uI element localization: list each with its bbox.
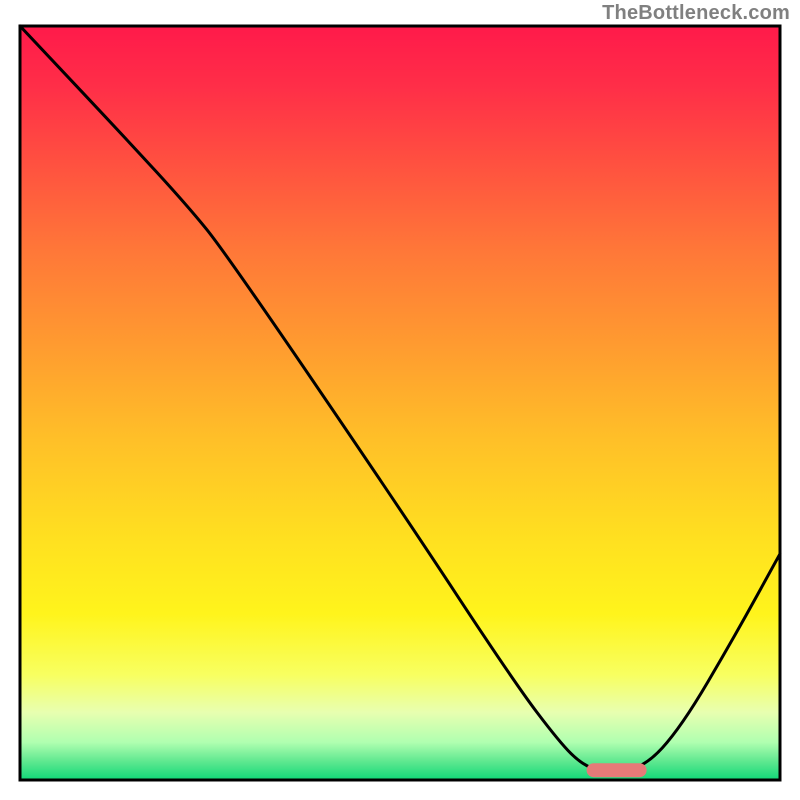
- chart-svg: [0, 0, 800, 800]
- watermark-label: TheBottleneck.com: [602, 2, 790, 25]
- bottleneck-chart: TheBottleneck.com: [0, 0, 800, 800]
- plot-background: [20, 26, 780, 780]
- optimal-range-marker: [587, 763, 647, 777]
